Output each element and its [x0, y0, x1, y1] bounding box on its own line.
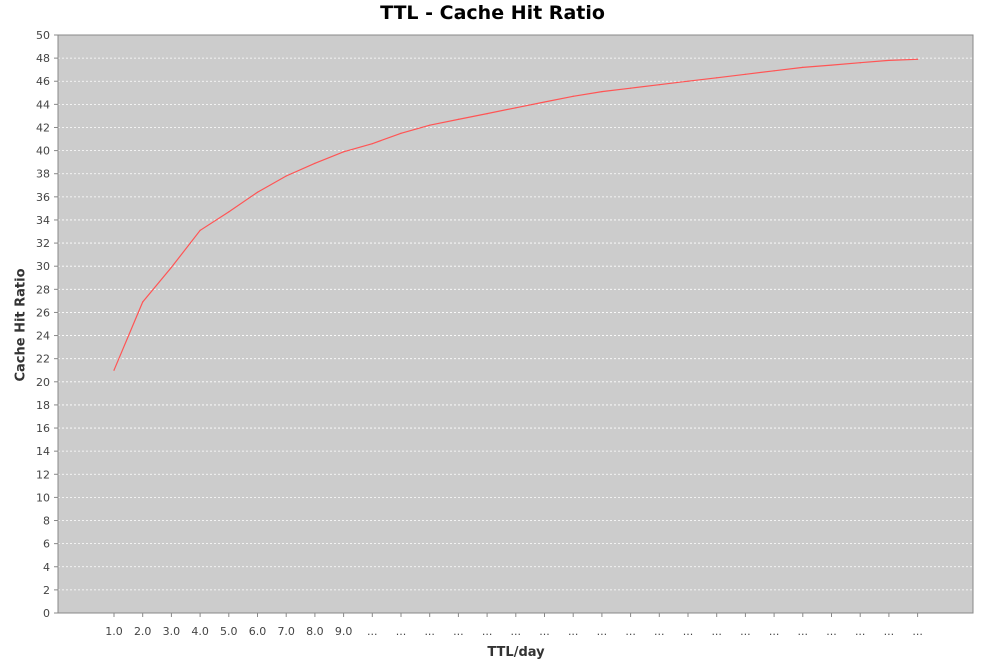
data-point [457, 118, 459, 120]
y-tick-label: 0 [43, 607, 50, 620]
y-tick-label: 10 [36, 491, 50, 504]
x-tick-label: 5.0 [220, 625, 238, 638]
x-tick-label: 8.0 [306, 625, 324, 638]
x-tick-label: 7.0 [277, 625, 295, 638]
data-point [744, 73, 747, 75]
x-tick-label: ... [396, 625, 407, 638]
y-tick-label: 28 [36, 283, 50, 296]
x-tick-label: ... [424, 625, 435, 638]
x-tick-label: ... [769, 625, 780, 638]
plot-background [57, 34, 974, 614]
x-tick-label: 3.0 [163, 625, 181, 638]
x-tick-label: ... [826, 625, 837, 638]
data-point [630, 87, 632, 89]
x-tick-label: ... [367, 625, 378, 638]
x-tick-label: ... [683, 625, 694, 638]
data-point [486, 113, 488, 115]
x-tick-label: 1.0 [105, 625, 123, 638]
x-axis-label: TTL/day [487, 645, 545, 660]
y-tick-label: 12 [36, 468, 50, 481]
x-tick-label: ... [539, 625, 550, 638]
data-point [113, 369, 115, 371]
x-tick-label: ... [798, 625, 809, 638]
x-tick-label: ... [511, 625, 522, 638]
data-point [802, 66, 804, 68]
data-point [917, 58, 919, 60]
x-tick-label: 2.0 [134, 625, 152, 638]
data-point [314, 162, 316, 164]
x-tick-label: ... [654, 625, 665, 638]
y-tick-label: 8 [43, 515, 50, 528]
chart-title: TTL - Cache Hit Ratio [380, 2, 605, 24]
y-tick-label: 18 [36, 399, 50, 412]
y-tick-label: 32 [36, 237, 50, 250]
data-point [515, 107, 517, 109]
y-tick-label: 42 [36, 121, 50, 134]
y-tick-label: 36 [36, 191, 50, 204]
data-point [830, 64, 833, 66]
x-tick-label: ... [884, 625, 895, 638]
y-tick-label: 34 [36, 214, 50, 227]
y-tick-label: 2 [43, 584, 50, 597]
x-tick-label: 9.0 [335, 625, 353, 638]
x-tick-label: ... [740, 625, 751, 638]
y-tick-label: 40 [36, 145, 50, 158]
y-tick-label: 48 [36, 52, 50, 65]
x-tick-label: ... [625, 625, 636, 638]
y-tick-label: 30 [36, 260, 50, 273]
y-tick-label: 6 [43, 538, 50, 551]
y-tick-label: 38 [36, 168, 50, 181]
data-point [170, 266, 172, 268]
data-point [285, 175, 287, 177]
x-tick-label: ... [855, 625, 866, 638]
data-point [687, 80, 689, 82]
y-tick-label: 14 [36, 445, 50, 458]
data-point [371, 143, 373, 145]
x-tick-label: ... [453, 625, 464, 638]
y-tick-label: 22 [36, 353, 50, 366]
y-tick-label: 4 [43, 561, 50, 574]
data-point [716, 77, 718, 79]
x-tick-label: ... [597, 625, 608, 638]
y-tick-label: 20 [36, 376, 50, 389]
data-point [601, 91, 603, 93]
y-tick-label: 16 [36, 422, 50, 435]
data-point [888, 59, 890, 62]
data-point [572, 95, 574, 97]
y-tick-label: 26 [36, 306, 50, 319]
x-tick-label: 6.0 [249, 625, 267, 638]
data-point [343, 151, 345, 153]
x-tick-label: ... [482, 625, 493, 638]
data-point [429, 124, 431, 126]
x-tick-label: ... [912, 625, 923, 638]
y-tick-label: 46 [36, 75, 50, 88]
y-tick-label: 50 [36, 29, 50, 42]
data-point [400, 132, 402, 134]
data-point [256, 191, 259, 193]
data-point [773, 70, 775, 72]
y-tick-label: 24 [36, 330, 50, 343]
x-tick-label: 4.0 [191, 625, 209, 638]
x-tick-label: ... [568, 625, 579, 638]
data-point [199, 229, 201, 231]
x-tick-label: ... [711, 625, 722, 638]
data-point [543, 101, 546, 103]
y-tick-label: 44 [36, 98, 50, 111]
data-point [228, 211, 230, 213]
data-point [859, 62, 861, 64]
data-point [142, 301, 144, 303]
data-point [658, 84, 660, 86]
